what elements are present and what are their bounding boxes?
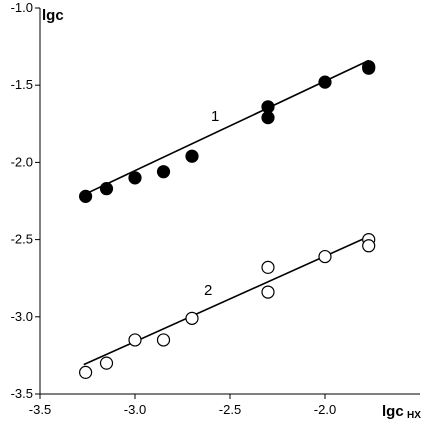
y-tick-label: -1.0	[11, 0, 33, 15]
series-label-2: 2	[204, 282, 212, 299]
data-point-series-1	[156, 165, 171, 179]
x-tick-label: -3.5	[29, 402, 51, 417]
data-point-series-1	[318, 75, 332, 89]
data-point-series-2	[78, 365, 93, 379]
x-tick-label: -2.0	[314, 402, 336, 417]
data-point-series-2	[128, 333, 142, 347]
data-point-series-2	[185, 311, 199, 325]
data-point-series-1	[362, 60, 376, 74]
data-point-series-1	[128, 171, 142, 185]
data-point-series-2	[261, 285, 275, 299]
y-axis-label: lgc	[42, 7, 64, 24]
x-axis-label: lgc	[382, 403, 404, 420]
x-axis-label-subscript: HX	[407, 410, 421, 421]
x-tick-label: -3.0	[124, 402, 146, 417]
y-tick-label: -1.5	[11, 77, 33, 92]
series-label-1: 1	[211, 108, 219, 125]
y-tick-label: -3.5	[11, 386, 33, 401]
data-point-series-1	[99, 182, 114, 196]
data-point-series-2	[261, 260, 275, 274]
data-point-series-1	[78, 189, 93, 203]
y-tick-label: -2.5	[11, 232, 33, 247]
data-point-series-1	[185, 149, 199, 163]
y-tick-label: -3.0	[11, 309, 33, 324]
data-point-series-2	[99, 356, 114, 370]
data-point-series-2	[318, 249, 332, 264]
x-tick-label: -2.5	[219, 402, 241, 417]
data-point-series-1	[261, 100, 275, 114]
y-tick-label: -2.0	[11, 154, 33, 169]
data-point-series-2	[362, 239, 376, 253]
data-point-series-2	[156, 333, 171, 347]
data-point-series-1	[261, 111, 275, 125]
